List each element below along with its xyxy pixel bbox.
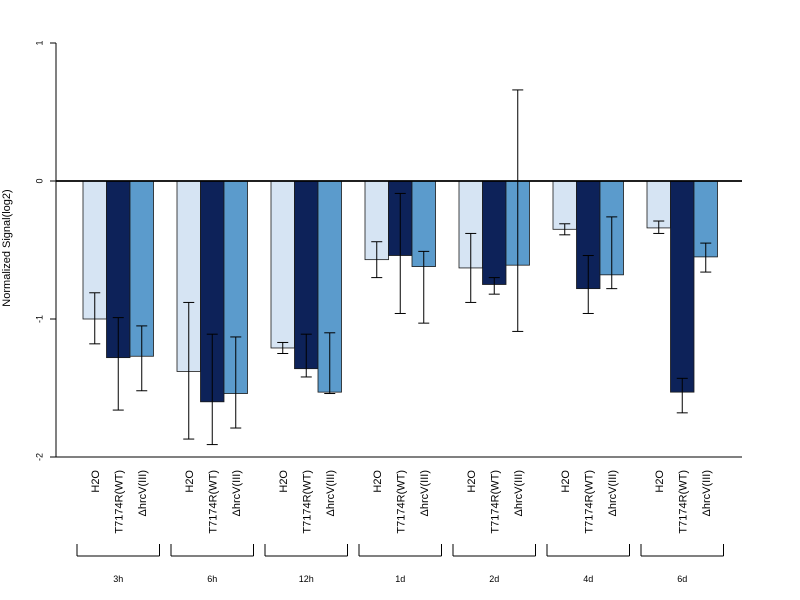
bars-layer — [82, 180, 718, 403]
bar-label: H2O — [654, 470, 666, 493]
bar-label: ΔhrcV(III) — [231, 470, 243, 516]
bar-label: T7174R(WT) — [301, 470, 313, 534]
bar-label: ΔhrcV(III) — [325, 470, 337, 516]
y-tick-label: -2 — [34, 453, 44, 461]
bar-label: ΔhrcV(III) — [137, 470, 149, 516]
bar-label: T7174R(WT) — [583, 470, 595, 534]
axis-layer: 1 0 -1 -2 — [34, 40, 742, 461]
bar-labels-layer: H2O T7174R(WT) ΔhrcV(III) H2O T7174R(WT) Δhrc… — [90, 470, 713, 534]
bar — [270, 180, 295, 349]
group-label: 6h — [207, 574, 217, 584]
group-label: 1d — [395, 574, 405, 584]
error-bars-layer — [89, 89, 712, 446]
bar-label: T7174R(WT) — [113, 470, 125, 534]
bar-label: ΔhrcV(III) — [607, 470, 619, 516]
bar-label: H2O — [90, 470, 102, 493]
bar — [552, 180, 577, 230]
group-label: 4d — [583, 574, 593, 584]
bar-label: ΔhrcV(III) — [419, 470, 431, 516]
group-label: 6d — [677, 574, 687, 584]
bar-label: T7174R(WT) — [677, 470, 689, 534]
group-label: 2d — [489, 574, 499, 584]
bar-label: T7174R(WT) — [489, 470, 501, 534]
group-label: 3h — [113, 574, 123, 584]
y-tick-label: -1 — [34, 315, 44, 323]
bar-label: ΔhrcV(III) — [513, 470, 525, 516]
group-brackets-layer: 3h 6h 12h 1d 2d 4d 6d — [76, 544, 724, 584]
bar-label: ΔhrcV(III) — [701, 470, 713, 516]
y-axis-label: Normalized Signal(log2) — [1, 189, 13, 306]
y-tick-label: 1 — [34, 40, 44, 45]
bar-label: H2O — [184, 470, 196, 493]
bar-label: H2O — [466, 470, 478, 493]
bar-label: H2O — [278, 470, 290, 493]
bar-label: H2O — [372, 470, 384, 493]
bar-label: H2O — [560, 470, 572, 493]
y-tick-label: 0 — [34, 178, 44, 183]
group-label: 12h — [299, 574, 314, 584]
bar — [670, 180, 695, 393]
bar-label: T7174R(WT) — [395, 470, 407, 534]
bar-label: T7174R(WT) — [207, 470, 219, 534]
bar — [482, 180, 507, 285]
